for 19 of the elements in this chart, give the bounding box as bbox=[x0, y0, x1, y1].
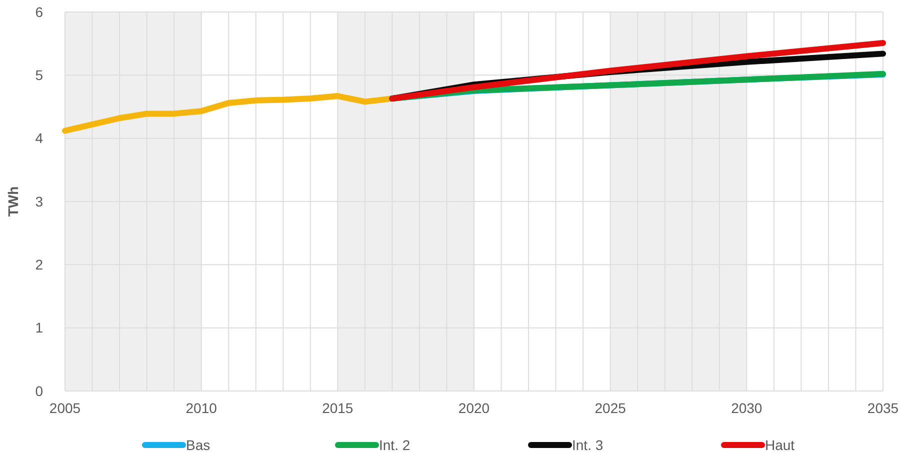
y-tick-label: 0 bbox=[35, 382, 44, 399]
x-tick-label: 2030 bbox=[731, 400, 762, 416]
x-tick-label: 2010 bbox=[186, 400, 218, 416]
legend-label: Int. 3 bbox=[572, 436, 604, 453]
x-tick-label: 2015 bbox=[322, 400, 354, 416]
legend-label: Int. 2 bbox=[379, 436, 410, 453]
x-tick-label: 2020 bbox=[458, 400, 490, 416]
legend-label: Bas bbox=[186, 436, 210, 453]
x-tick-label: 2005 bbox=[49, 400, 81, 416]
y-axis-title: TWh bbox=[5, 186, 21, 217]
y-tick-label: 5 bbox=[35, 67, 44, 84]
y-tick-label: 1 bbox=[35, 320, 44, 336]
y-tick-label: 6 bbox=[35, 4, 44, 20]
y-tick-label: 2 bbox=[35, 256, 44, 273]
x-tick-label: 2025 bbox=[594, 400, 626, 416]
y-tick-label: 4 bbox=[35, 130, 44, 146]
x-tick-label: 2035 bbox=[867, 400, 899, 416]
y-tick-label: 3 bbox=[35, 193, 44, 210]
legend-label: Haut bbox=[765, 436, 795, 453]
